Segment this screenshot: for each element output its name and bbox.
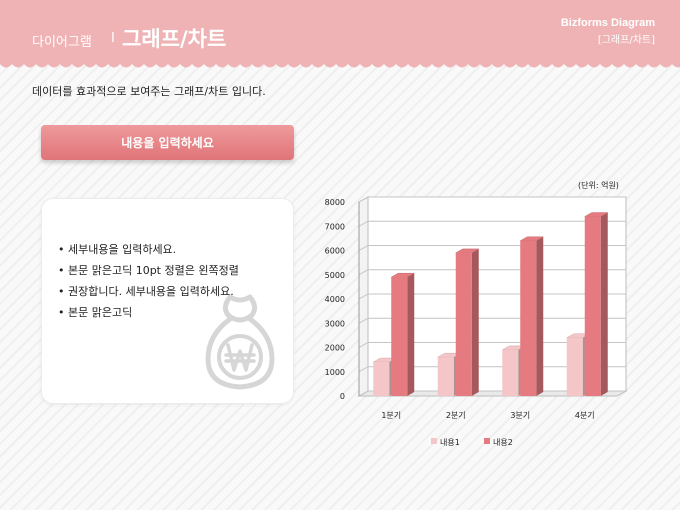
input-content-button[interactable]: 내용을 입력하세요 [41, 125, 294, 160]
page-title: 그래프/차트 [122, 27, 227, 51]
header-bar: 다이어그램 I 그래프/차트 Bizforms Diagram [그래프/차트] [0, 0, 680, 68]
y-tick-label: 5000 [325, 271, 345, 280]
y-tick-label: 4000 [325, 295, 345, 304]
bullet-item: • 본문 맑은고딕 [58, 306, 133, 319]
bar-series1 [437, 357, 454, 396]
brand-subtitle: [그래프/차트] [597, 35, 655, 46]
bullet-item: • 권장합니다. 세부내용을 입력하세요. [58, 285, 234, 298]
header-wave-edge [0, 56, 680, 68]
bar-series2 [455, 252, 472, 396]
x-tick-label: 2분기 [446, 411, 466, 420]
x-tick-label: 3분기 [510, 411, 530, 420]
y-tick-label: 0 [340, 392, 345, 401]
bar-series2-side [536, 236, 544, 396]
bar-series2 [391, 277, 408, 396]
bullet-list: • 세부내용을 입력하세요. • 본문 맑은고딕 10pt 정렬은 왼쪽정렬 •… [58, 243, 239, 327]
y-tick-label: 2000 [325, 344, 345, 353]
chart-unit-label: (단위: 억원) [578, 181, 619, 190]
bullet-item: • 본문 맑은고딕 10pt 정렬은 왼쪽정렬 [58, 264, 239, 277]
chart-gridline [358, 196, 626, 203]
y-tick-label: 8000 [325, 198, 345, 207]
legend-swatch [484, 438, 490, 444]
bar-series2 [584, 216, 601, 396]
x-tick-label: 4분기 [575, 411, 595, 420]
y-tick-label: 3000 [325, 319, 345, 328]
bar-series2-side [600, 212, 608, 396]
bar-series1 [566, 337, 583, 396]
bar-chart: 0 1000 2000 3000 4000 5000 6000 7000 8000 1분기 2분기 3… [325, 196, 628, 447]
bar-series2 [520, 240, 537, 396]
page-subtitle: 데이터를 효과적으로 보여주는 그래프/차트 입니다. [32, 85, 266, 98]
y-tick-label: 6000 [325, 247, 345, 256]
x-tick-label: 1분기 [381, 411, 401, 420]
header-separator: I [111, 31, 115, 46]
y-tick-label: 7000 [325, 222, 345, 231]
bar-series2-top [390, 272, 416, 278]
legend-label: 내용1 [440, 438, 460, 447]
legend-swatch [431, 438, 437, 444]
chart-gridline [358, 220, 626, 227]
bar-series1 [502, 349, 519, 396]
won-money-bag-icon [205, 294, 275, 390]
bar-series1 [373, 362, 390, 396]
bar-series2-side [407, 273, 415, 396]
brand-name: Bizforms Diagram [560, 17, 655, 29]
legend-label: 내용2 [493, 438, 513, 447]
y-tick-label: 1000 [325, 368, 345, 377]
bar-series2-side [471, 248, 479, 396]
bullet-item: • 세부내용을 입력하세요. [58, 243, 177, 256]
header-small-title: 다이어그램 [32, 35, 92, 50]
